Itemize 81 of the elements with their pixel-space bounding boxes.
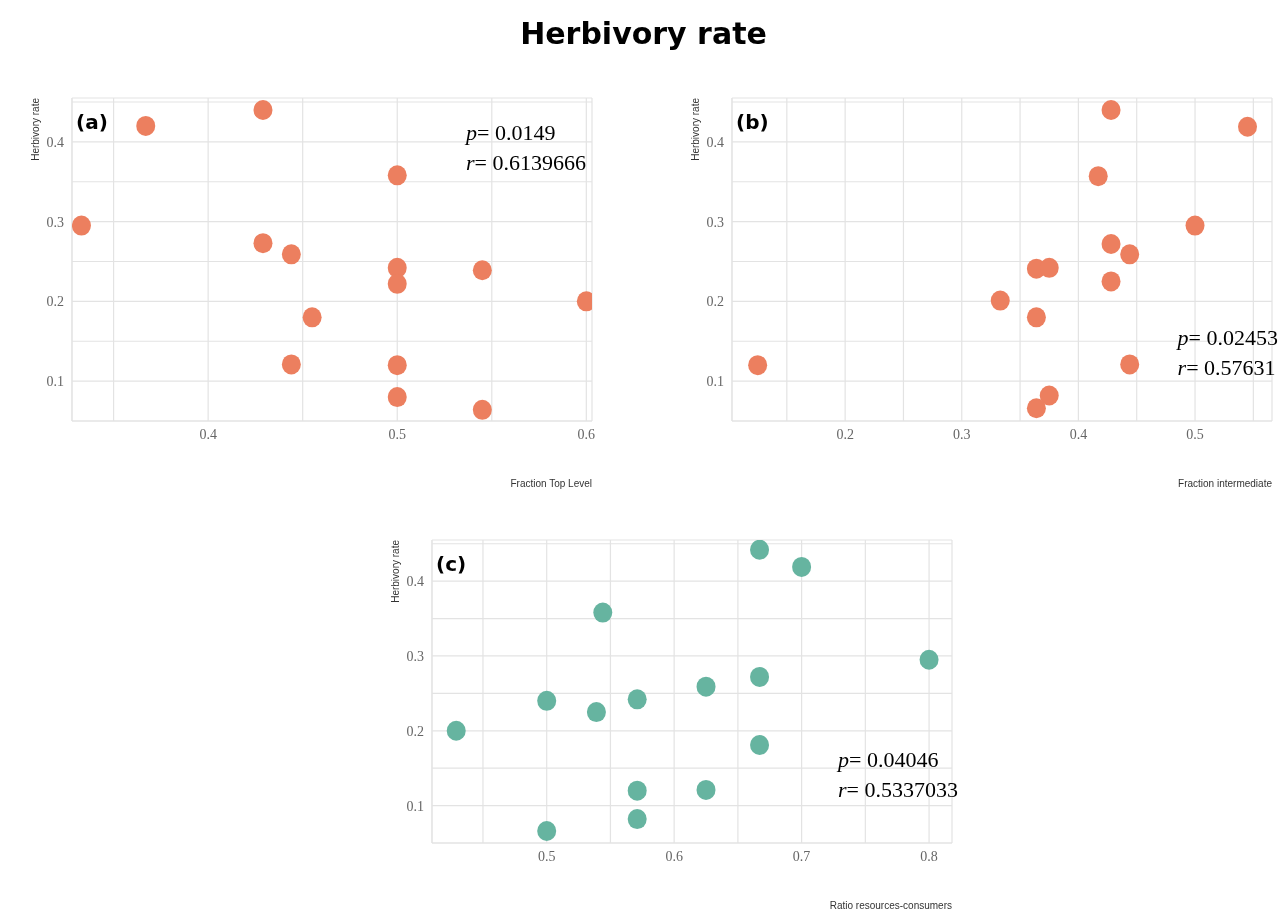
- point: [72, 215, 91, 236]
- y-tick-label: 0.1: [406, 798, 424, 814]
- point: [1185, 215, 1205, 236]
- point: [537, 690, 557, 711]
- point: [472, 260, 492, 281]
- point: [1026, 307, 1046, 328]
- x-axis-title: Ratio resources-consumers: [829, 900, 952, 911]
- y-tick-label: 0.4: [46, 134, 64, 150]
- point: [627, 689, 647, 710]
- point: [136, 115, 156, 136]
- x-axis-title: Fraction intermediate: [1178, 478, 1272, 489]
- annotation: p= 0.02453: [1177, 324, 1278, 352]
- y-axis-title: Herbivory rate: [690, 98, 701, 161]
- point: [593, 602, 613, 623]
- point: [281, 244, 301, 265]
- point: [1120, 354, 1140, 375]
- point: [1039, 257, 1059, 278]
- y-tick-label: 0.3: [706, 214, 724, 230]
- point: [627, 809, 647, 830]
- y-tick-label: 0.2: [406, 723, 424, 739]
- y-axis-title: Herbivory rate: [390, 540, 401, 603]
- annotation: r= 0.6139666: [466, 149, 586, 177]
- point: [696, 676, 716, 697]
- y-tick-label: 0.1: [706, 374, 724, 390]
- annotation: (b): [736, 110, 769, 134]
- annotation: r= 0.57631: [1177, 354, 1277, 382]
- annotation: p= 0.04046: [838, 746, 940, 774]
- point: [586, 702, 606, 723]
- point: [750, 734, 770, 755]
- point: [537, 821, 557, 842]
- point: [627, 780, 647, 801]
- x-axis-title: Fraction Top Level: [510, 478, 592, 489]
- point: [748, 355, 768, 376]
- point: [750, 666, 770, 687]
- x-tick-label: 0.5: [537, 848, 556, 864]
- point: [387, 165, 407, 186]
- point: [387, 387, 407, 408]
- y-tick-label: 0.4: [706, 134, 724, 150]
- point: [253, 99, 273, 120]
- point: [1120, 244, 1140, 265]
- point: [990, 290, 1010, 311]
- point: [281, 354, 301, 375]
- point: [387, 355, 407, 376]
- point: [1088, 166, 1108, 187]
- y-tick-label: 0.1: [46, 374, 64, 390]
- point: [1101, 271, 1121, 292]
- x-tick-label: 0.4: [1069, 426, 1088, 442]
- point: [1238, 116, 1258, 137]
- point: [1039, 385, 1059, 406]
- x-tick-label: 0.8: [920, 848, 938, 864]
- y-tick-label: 0.2: [706, 294, 724, 310]
- annotation: (a): [76, 110, 108, 134]
- point: [253, 233, 273, 254]
- y-tick-label: 0.2: [46, 294, 64, 310]
- point: [750, 540, 770, 560]
- x-tick-label: 0.2: [836, 426, 854, 442]
- point: [792, 556, 812, 577]
- y-tick-label: 0.4: [406, 574, 424, 590]
- x-tick-label: 0.5: [388, 426, 406, 442]
- x-tick-label: 0.6: [577, 426, 596, 442]
- point: [1101, 99, 1121, 120]
- point: [387, 273, 407, 294]
- point: [696, 779, 716, 800]
- annotation: (c): [436, 552, 467, 576]
- chart-title: Herbivory rate: [519, 16, 768, 51]
- point: [919, 649, 939, 670]
- point: [446, 720, 466, 741]
- x-tick-label: 0.7: [792, 848, 811, 864]
- x-tick-label: 0.4: [199, 426, 217, 442]
- y-tick-label: 0.3: [46, 214, 64, 230]
- y-axis-title: Herbivory rate: [30, 98, 41, 161]
- point: [1101, 233, 1121, 254]
- annotation: p= 0.0149: [466, 119, 557, 147]
- point: [302, 307, 322, 328]
- annotation: r= 0.5337033: [838, 776, 958, 804]
- x-tick-label: 0.5: [1186, 426, 1204, 442]
- point: [1026, 398, 1046, 419]
- x-tick-label: 0.3: [953, 426, 971, 442]
- y-tick-label: 0.3: [406, 648, 424, 664]
- x-tick-label: 0.6: [665, 848, 683, 864]
- point: [472, 399, 492, 420]
